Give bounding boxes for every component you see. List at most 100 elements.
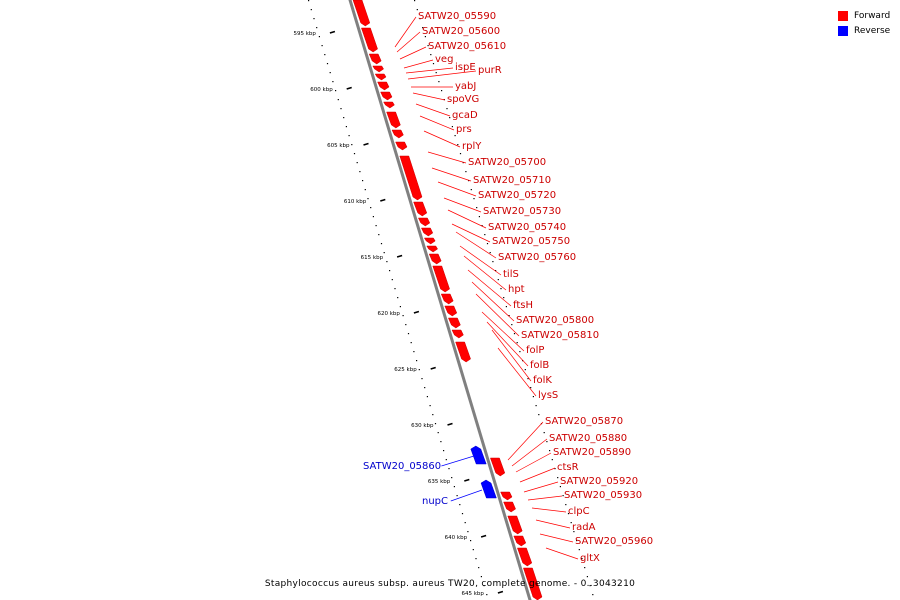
outer-dot [465,171,467,173]
scale-dot [478,567,480,569]
forward-label-leader [427,151,467,164]
scale-dot [383,252,385,254]
forward-gene-label: rplY [462,141,482,152]
outer-dot [497,279,499,281]
scale-major-tick [464,478,470,482]
outer-dot [567,513,570,515]
forward-label-leader [443,197,482,213]
outer-dot [519,351,521,353]
scale-dot [337,99,339,101]
scale-dot [480,576,482,578]
outer-dot [532,396,534,398]
forward-gene-label: SATW20_05920 [560,476,638,487]
forward-gene-label: SATW20_05960 [575,536,653,547]
scale-dot [316,27,318,29]
forward-gene [391,129,404,139]
scale-dot [426,396,428,398]
scale-dot [448,468,450,470]
forward-label-leader [431,167,472,182]
forward-label-leader [403,59,434,69]
scale-dot [464,522,466,524]
forward-gene [418,217,431,227]
scale-dot [486,594,488,596]
scale-label: 640 kbp [445,535,468,541]
scale-label: 625 kbp [394,367,417,373]
forward-gene-label: radA [572,522,596,533]
scale-dot [324,54,326,56]
outer-dot [581,558,583,560]
outer-dot [478,216,480,218]
forward-gene [523,567,543,600]
scale-dot [378,234,380,236]
outer-dot [424,36,426,38]
forward-label-leader [511,438,548,467]
forward-gene-label: tilS [503,269,519,280]
outer-dot [454,135,456,137]
outer-dot [562,495,564,497]
scale-dot [329,72,331,74]
reverse-gene-label: SATW20_05860 [363,461,441,472]
scale-dot [475,558,477,560]
forward-label-leader [471,281,515,322]
forward-label-leader [539,533,574,543]
scale-major-tick [497,590,504,594]
scale-dot [345,126,347,128]
outer-dot [457,144,459,146]
outer-dot [416,9,418,11]
outer-dot [559,486,561,488]
forward-gene-label: hpt [508,284,525,295]
scale-label: 600 kbp [310,87,333,93]
scale-dot [405,324,407,326]
scale-dot [472,549,474,551]
reverse-label-leader [441,455,475,467]
outer-dot [462,162,464,164]
scale-label: 605 kbp [327,143,350,149]
forward-gene [503,501,516,513]
forward-gene-label: SATW20_05800 [516,315,594,326]
scale-dot [432,414,434,416]
scale-major-tick [430,366,436,370]
outer-dot [446,108,448,110]
forward-gene-label: SATW20_05710 [473,175,551,186]
scale-dot [413,351,415,353]
scale-dot [467,531,469,533]
scale-dot [407,333,410,335]
outer-dot [576,540,578,542]
forward-gene-label: spoVG [447,94,479,105]
scale-label: 620 kbp [377,311,400,317]
forward-label-leader [419,115,455,131]
scale-dot [416,360,418,362]
outer-dot [449,117,451,119]
scale-dot [340,108,342,110]
outer-dot [549,450,551,452]
outer-dot [451,126,453,128]
forward-gene [428,253,442,265]
forward-gene-label: SATW20_05880 [549,433,627,444]
scale-dot [421,378,423,380]
forward-label-leader [455,231,497,259]
forward-gene-label: SATW20_05610 [428,41,506,52]
legend-label-forward: Forward [854,10,891,21]
scale-dot [335,90,337,92]
forward-gene-label: SATW20_05590 [418,11,496,22]
forward-gene [386,111,401,129]
reverse-gene [470,445,487,465]
scale-dot [399,306,401,308]
forward-label-leader [531,507,567,513]
forward-gene-label: SATW20_05750 [492,236,570,247]
scale-dot [451,477,453,479]
scale-dot [362,180,364,182]
scale-dot [380,243,383,245]
scale-dot [351,144,353,146]
forward-gene [413,201,428,217]
genome-backbone [348,0,532,600]
scale-dot [470,540,472,542]
outer-dot [508,315,510,317]
forward-gene [377,81,390,91]
outer-dot [495,270,497,272]
scale-dot [313,18,315,20]
outer-dot [503,297,505,299]
forward-gene [517,547,533,567]
legend-item-forward: Forward [838,8,890,23]
